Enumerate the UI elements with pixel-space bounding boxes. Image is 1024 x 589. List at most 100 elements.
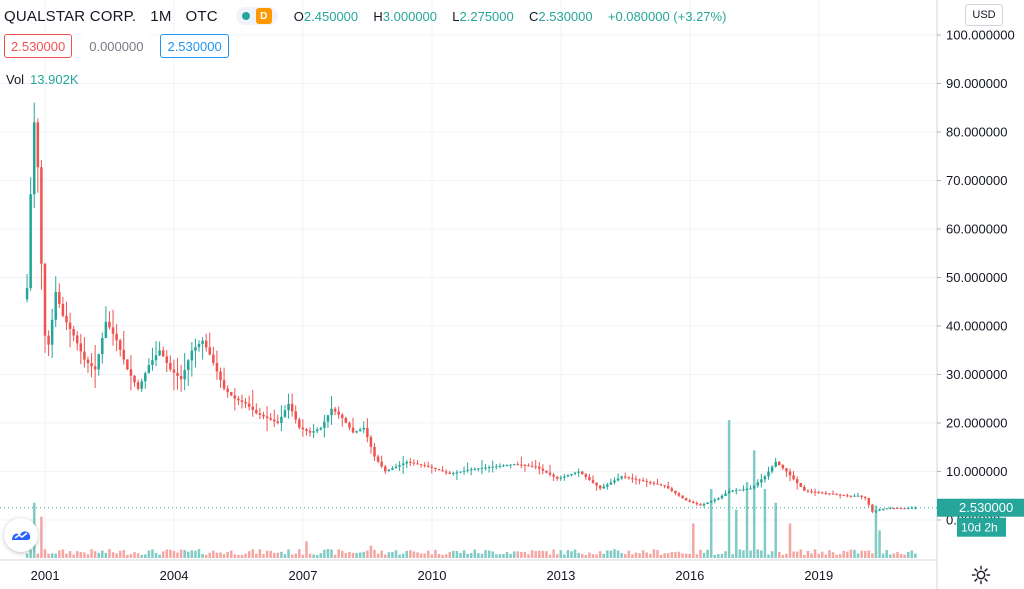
candle-body: [906, 508, 910, 510]
volume-bar: [616, 550, 620, 558]
volume-bar: [573, 549, 577, 558]
candle-body: [358, 429, 362, 432]
volume-bar: [842, 550, 845, 558]
volume-bar: [717, 554, 720, 558]
chart-legend: QUALSTAR CORP. 1M OTC D O2.450000 H3.000…: [4, 6, 726, 26]
candle-body: [853, 495, 856, 497]
volume-bar: [283, 554, 287, 558]
exchange-label: OTC: [185, 7, 218, 25]
volume-bar: [706, 549, 709, 558]
volume-bar: [441, 554, 444, 558]
tradingview-logo-icon[interactable]: [4, 518, 38, 552]
candle-body: [219, 371, 222, 381]
candle-body: [58, 292, 61, 304]
volume-bar: [702, 552, 706, 558]
candle-body: [896, 507, 899, 509]
volume-bar: [484, 550, 487, 558]
volume-bar: [93, 551, 97, 558]
interval-label[interactable]: 1M: [150, 7, 172, 25]
candle-body: [613, 480, 616, 483]
candle-body: [480, 467, 484, 469]
candle-body: [233, 395, 237, 399]
candle-body: [118, 340, 122, 350]
volume-bar: [319, 553, 323, 558]
gear-icon[interactable]: [970, 564, 992, 586]
y-tick-label: 60.000000: [946, 222, 1007, 237]
candle-body: [179, 375, 183, 380]
candle-body: [140, 381, 143, 389]
candle-body: [545, 470, 548, 473]
volume-bar: [290, 554, 294, 558]
volume-bar: [867, 550, 871, 558]
candle-body: [588, 477, 591, 480]
candle-body: [623, 476, 627, 478]
volume-bar: [742, 550, 745, 558]
candle-body: [473, 468, 477, 470]
volume-bar: [455, 551, 459, 558]
y-tick-label: 10.000000: [946, 464, 1007, 479]
volume-bar: [36, 553, 40, 558]
volume-bar: [83, 552, 86, 558]
candle-body: [172, 369, 176, 373]
volume-bar: [713, 554, 717, 558]
volume-bar: [792, 551, 795, 558]
volume-bar: [781, 554, 785, 558]
volume-bar: [745, 482, 749, 558]
volume-bar: [90, 549, 93, 558]
candle-body: [627, 477, 631, 479]
volume-bar: [577, 552, 580, 558]
candle-body: [487, 467, 491, 469]
candle-body: [183, 370, 186, 380]
volume-bars: [25, 420, 917, 558]
volume-bar: [763, 489, 767, 558]
volume-bar: [312, 554, 315, 558]
y-tick-label: 20.000000: [946, 416, 1007, 431]
volume-bar: [190, 550, 194, 558]
volume-bar: [613, 549, 616, 558]
candle-body: [83, 351, 86, 360]
candle-body: [108, 321, 111, 328]
volume-bar: [430, 554, 434, 558]
buy-price-button[interactable]: 2.530000: [160, 34, 229, 58]
candle-body: [799, 483, 803, 487]
volume-bar: [136, 553, 140, 558]
candle-body: [846, 495, 849, 497]
volume-bar: [179, 549, 183, 558]
candle-body: [849, 495, 853, 497]
candle-body: [731, 490, 734, 492]
candle-body: [111, 327, 115, 334]
candle-body: [502, 465, 505, 467]
candle-body: [774, 461, 777, 467]
symbol-name[interactable]: QUALSTAR CORP.: [4, 7, 137, 25]
candle-body: [187, 360, 190, 371]
candle-body: [559, 477, 563, 479]
volume-bar: [670, 552, 674, 558]
volume-bar: [692, 523, 695, 558]
volume-bar: [111, 552, 115, 558]
currency-button[interactable]: USD: [965, 4, 1003, 26]
volume-bar: [129, 554, 133, 558]
open-label: O: [293, 8, 304, 24]
volume-bar: [140, 554, 143, 558]
volume-bar: [341, 550, 344, 558]
volume-bar: [40, 516, 43, 558]
volume-bar: [835, 554, 838, 558]
volume-bar: [735, 509, 738, 558]
candle-body: [555, 476, 559, 479]
time-axis[interactable]: 2001 2004 2007 2010 2013 2016 2019: [0, 559, 937, 583]
candle-body: [115, 333, 118, 341]
volume-bar: [491, 551, 494, 558]
volume-bar: [663, 553, 666, 558]
volume-bar: [906, 551, 910, 558]
countdown-label: 10d 2h: [961, 521, 998, 535]
data-status-toggle[interactable]: D: [235, 7, 278, 25]
candle-body: [419, 464, 423, 466]
candle-body: [416, 463, 419, 465]
candle-body: [763, 476, 767, 480]
volume-bar: [638, 553, 641, 558]
candle-body: [645, 481, 648, 483]
candle-body: [824, 492, 828, 494]
sell-price-button[interactable]: 2.530000: [4, 34, 73, 58]
volume-bar: [448, 552, 451, 558]
